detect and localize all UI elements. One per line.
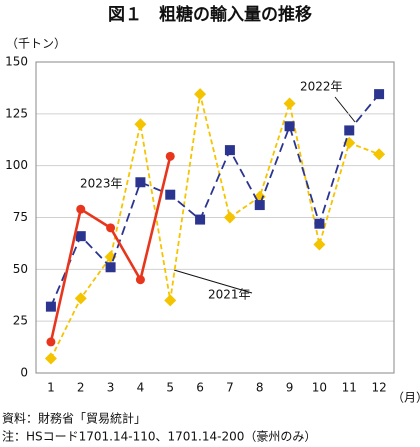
marker <box>374 89 385 100</box>
x-tick-label: 3 <box>107 381 115 395</box>
marker <box>105 262 116 273</box>
marker <box>45 301 56 312</box>
marker <box>76 204 86 214</box>
x-tick-label: 1 <box>47 381 55 395</box>
footnote: 注：HSコード1701.14-110、1701.14-200（豪州のみ） <box>2 429 316 444</box>
series-line <box>50 93 380 308</box>
x-tick-label: 6 <box>196 381 204 395</box>
series-label: 2023年 <box>80 177 123 191</box>
chart-title: 図１ 粗糖の輸入量の推移 <box>108 4 312 25</box>
source-note: 資料：財務省「貿易統計」 <box>2 411 146 426</box>
x-tick-label: 7 <box>226 381 234 395</box>
series-label: 2022年 <box>300 80 343 94</box>
plot-frame <box>35 61 395 374</box>
x-tick-label: 4 <box>137 381 145 395</box>
x-axis-label: （月） <box>392 391 420 405</box>
marker <box>284 121 295 132</box>
marker <box>314 218 325 229</box>
marker <box>46 337 56 347</box>
marker <box>313 238 326 251</box>
marker <box>74 292 87 305</box>
marker <box>75 231 86 242</box>
marker <box>194 88 207 101</box>
series-label: 2021年 <box>208 288 251 302</box>
marker <box>165 151 175 161</box>
marker <box>44 352 57 365</box>
x-tick-label: 9 <box>286 381 294 395</box>
marker <box>164 294 177 307</box>
leader-line <box>334 96 356 123</box>
y-tick-label: 100 <box>5 158 28 172</box>
y-tick-label: 75 <box>13 210 28 224</box>
marker <box>134 118 147 131</box>
x-tick-label: 11 <box>342 381 357 395</box>
series-line <box>50 93 380 359</box>
x-tick-label: 10 <box>312 381 327 395</box>
y-tick-label: 50 <box>13 262 28 276</box>
marker <box>254 200 265 211</box>
y-tick-label: 25 <box>13 314 28 328</box>
x-tick-label: 8 <box>256 381 264 395</box>
leader-line <box>173 269 253 294</box>
x-tick-label: 12 <box>371 381 386 395</box>
marker <box>135 177 146 188</box>
marker <box>373 148 386 161</box>
x-tick-label: 2 <box>77 381 85 395</box>
marker <box>165 189 176 200</box>
x-tick-label: 5 <box>166 381 174 395</box>
marker <box>224 145 235 156</box>
marker <box>344 125 355 136</box>
marker <box>195 214 206 225</box>
y-tick-label: 125 <box>5 106 28 120</box>
marker <box>223 211 236 224</box>
y-tick-label: 150 <box>5 55 28 69</box>
y-tick-label: 0 <box>20 366 28 380</box>
marker <box>106 223 116 233</box>
marker <box>135 275 145 285</box>
y-axis-label: （千トン） <box>6 37 66 51</box>
marker <box>283 97 296 110</box>
